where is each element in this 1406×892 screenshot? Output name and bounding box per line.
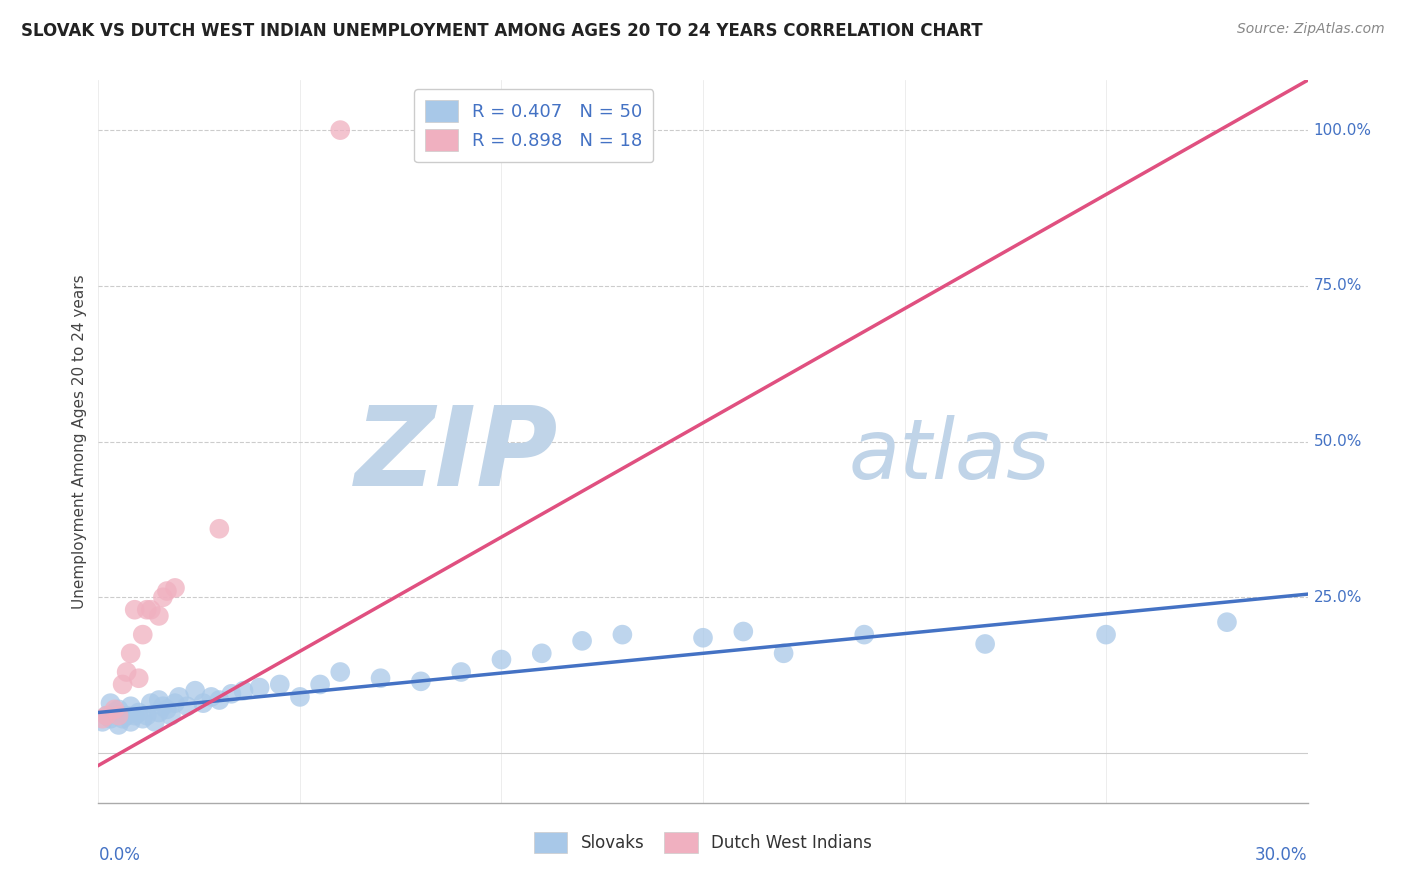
Point [120,646,142,660]
Point [163,696,186,710]
Point [208,522,231,536]
Point [733,624,755,639]
Point [148,706,170,720]
Point [530,646,553,660]
Text: 25.0%: 25.0% [1313,590,1362,605]
Point [128,671,150,685]
Point [111,712,134,726]
Point [100,696,122,710]
Point [124,708,146,723]
Point [139,696,162,710]
Point [120,714,142,729]
Point [571,633,593,648]
Point [152,699,174,714]
Point [143,714,166,729]
Point [128,706,150,720]
Point [193,696,215,710]
Point [135,708,157,723]
Text: 75.0%: 75.0% [1313,278,1362,293]
Point [135,603,157,617]
Point [612,627,634,641]
Legend: Slovaks, Dutch West Indians: Slovaks, Dutch West Indians [527,826,879,860]
Point [221,687,243,701]
Point [160,708,183,723]
Point [96,708,118,723]
Point [167,690,190,704]
Point [107,708,129,723]
Point [139,603,162,617]
Text: 30.0%: 30.0% [1256,847,1308,864]
Point [152,591,174,605]
Point [100,712,122,726]
Point [1095,627,1118,641]
Text: 0.0%: 0.0% [98,847,141,864]
Point [103,706,125,720]
Point [329,665,352,679]
Point [148,693,170,707]
Y-axis label: Unemployment Among Ages 20 to 24 years: Unemployment Among Ages 20 to 24 years [72,274,87,609]
Point [96,708,118,723]
Point [120,699,142,714]
Point [132,627,155,641]
Point [115,708,138,723]
Point [132,712,155,726]
Point [103,702,125,716]
Point [176,699,198,714]
Point [692,631,714,645]
Point [853,627,876,641]
Text: Source: ZipAtlas.com: Source: ZipAtlas.com [1237,22,1385,37]
Text: 100.0%: 100.0% [1313,122,1372,137]
Text: ZIP: ZIP [354,402,558,509]
Point [111,677,134,691]
Point [107,718,129,732]
Point [184,683,207,698]
Point [772,646,794,660]
Point [232,683,254,698]
Point [91,714,114,729]
Point [107,702,129,716]
Text: atlas: atlas [848,416,1050,497]
Point [269,677,291,691]
Point [115,665,138,679]
Point [409,674,432,689]
Point [309,677,332,691]
Point [288,690,311,704]
Point [91,712,114,726]
Point [1216,615,1239,630]
Point [163,581,186,595]
Point [370,671,392,685]
Point [200,690,222,704]
Text: 50.0%: 50.0% [1313,434,1362,449]
Point [329,123,352,137]
Point [208,693,231,707]
Point [156,702,179,716]
Point [491,652,513,666]
Point [148,609,170,624]
Point [974,637,997,651]
Point [156,584,179,599]
Text: SLOVAK VS DUTCH WEST INDIAN UNEMPLOYMENT AMONG AGES 20 TO 24 YEARS CORRELATION C: SLOVAK VS DUTCH WEST INDIAN UNEMPLOYMENT… [21,22,983,40]
Point [249,681,271,695]
Point [124,603,146,617]
Point [450,665,472,679]
